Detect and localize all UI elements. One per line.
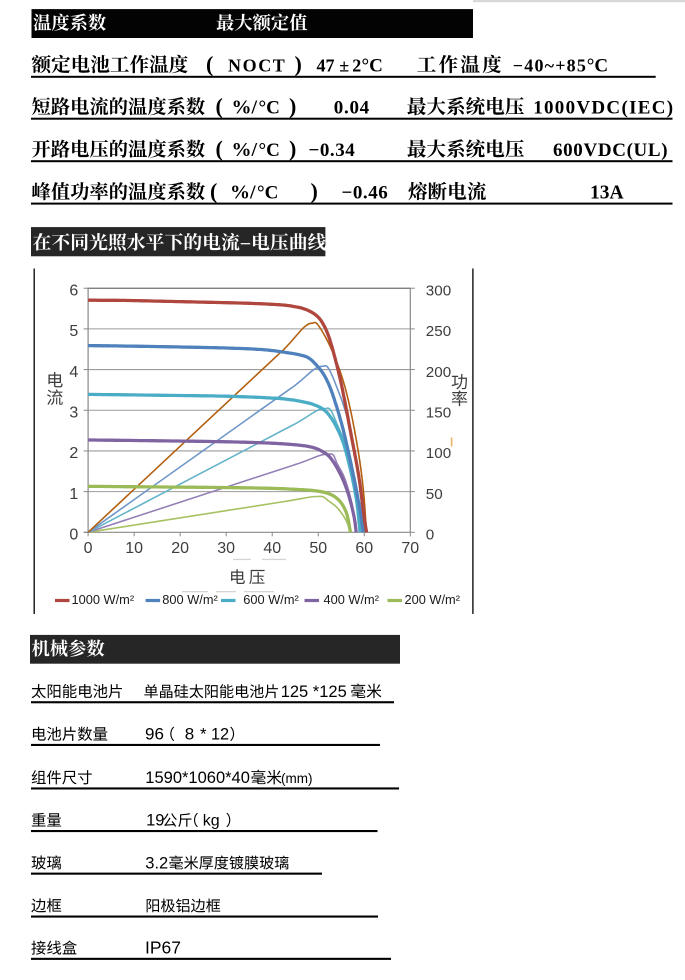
- svg-text:NOCT: NOCT: [228, 56, 286, 76]
- svg-text:250: 250: [426, 323, 451, 340]
- svg-text:20: 20: [171, 540, 189, 557]
- svg-text:IP67: IP67: [145, 938, 181, 958]
- svg-text:3.2: 3.2: [145, 854, 168, 872]
- svg-text:/: /: [249, 182, 256, 204]
- svg-text:(: (: [216, 136, 223, 161]
- svg-text:1: 1: [69, 486, 78, 503]
- svg-text:40: 40: [263, 540, 281, 557]
- svg-text:13A: 13A: [590, 183, 624, 204]
- svg-text:*: *: [200, 725, 207, 744]
- svg-text:): ): [289, 136, 296, 161]
- svg-text:1000 W/m²: 1000 W/m²: [72, 592, 135, 607]
- svg-text:0: 0: [69, 527, 78, 544]
- svg-text:(: (: [206, 52, 213, 77]
- svg-text:0: 0: [426, 527, 434, 544]
- svg-text:19: 19: [146, 812, 164, 830]
- svg-text:100: 100: [426, 445, 451, 462]
- svg-text:): ): [295, 52, 302, 77]
- svg-text:60: 60: [355, 540, 373, 557]
- svg-text:125 *125: 125 *125: [281, 683, 347, 701]
- svg-text:°C: °C: [259, 140, 280, 161]
- svg-text:0: 0: [84, 540, 93, 557]
- svg-text:/: /: [251, 139, 258, 161]
- svg-text:2: 2: [69, 445, 78, 462]
- svg-text:%: %: [232, 97, 252, 119]
- svg-text:400 W/m²: 400 W/m²: [324, 592, 380, 607]
- svg-text:2: 2: [352, 56, 361, 76]
- svg-text:(: (: [216, 94, 223, 119]
- svg-text:(: (: [210, 179, 217, 204]
- svg-text:800 W/m²: 800 W/m²: [162, 592, 218, 607]
- svg-text:50: 50: [309, 540, 327, 557]
- svg-text:5: 5: [69, 323, 78, 340]
- svg-text:3: 3: [69, 405, 78, 422]
- svg-text:%: %: [232, 139, 252, 161]
- svg-text:30: 30: [217, 540, 235, 557]
- svg-text:300: 300: [426, 283, 451, 300]
- svg-text:°C: °C: [257, 183, 278, 204]
- svg-text:600 W/m²: 600 W/m²: [243, 592, 299, 607]
- svg-text:96: 96: [145, 725, 164, 744]
- svg-text:): ): [311, 179, 318, 204]
- svg-text:%: %: [230, 182, 250, 204]
- svg-text:47: 47: [317, 56, 335, 76]
- svg-text:0.04: 0.04: [334, 98, 370, 119]
- svg-text:12: 12: [211, 726, 229, 744]
- svg-text:70: 70: [401, 540, 419, 557]
- svg-text:50: 50: [426, 486, 443, 503]
- svg-text:1000VDC(IEC): 1000VDC(IEC): [533, 98, 674, 119]
- svg-text:±: ±: [339, 56, 349, 76]
- svg-text:°C: °C: [587, 56, 608, 77]
- svg-text:200 W/m²: 200 W/m²: [405, 592, 461, 607]
- svg-text:°C: °C: [362, 56, 383, 77]
- svg-text:−0.34: −0.34: [309, 140, 356, 161]
- svg-text:6: 6: [69, 283, 78, 300]
- svg-text:−40~+85: −40~+85: [513, 56, 587, 76]
- svg-text:): ): [289, 94, 296, 119]
- svg-text:(mm): (mm): [281, 771, 312, 786]
- svg-text:°C: °C: [259, 98, 280, 119]
- svg-text:/: /: [251, 97, 258, 119]
- svg-text:4: 4: [69, 364, 78, 381]
- svg-text:150: 150: [426, 405, 451, 422]
- svg-text:600VDC(UL): 600VDC(UL): [553, 140, 668, 161]
- svg-text:−0.46: −0.46: [342, 183, 389, 204]
- svg-text:10: 10: [125, 540, 143, 557]
- svg-text:200: 200: [426, 364, 451, 381]
- svg-text:1590*1060*40: 1590*1060*40: [145, 769, 250, 787]
- svg-text:8: 8: [185, 725, 194, 744]
- svg-text:kg: kg: [203, 813, 220, 830]
